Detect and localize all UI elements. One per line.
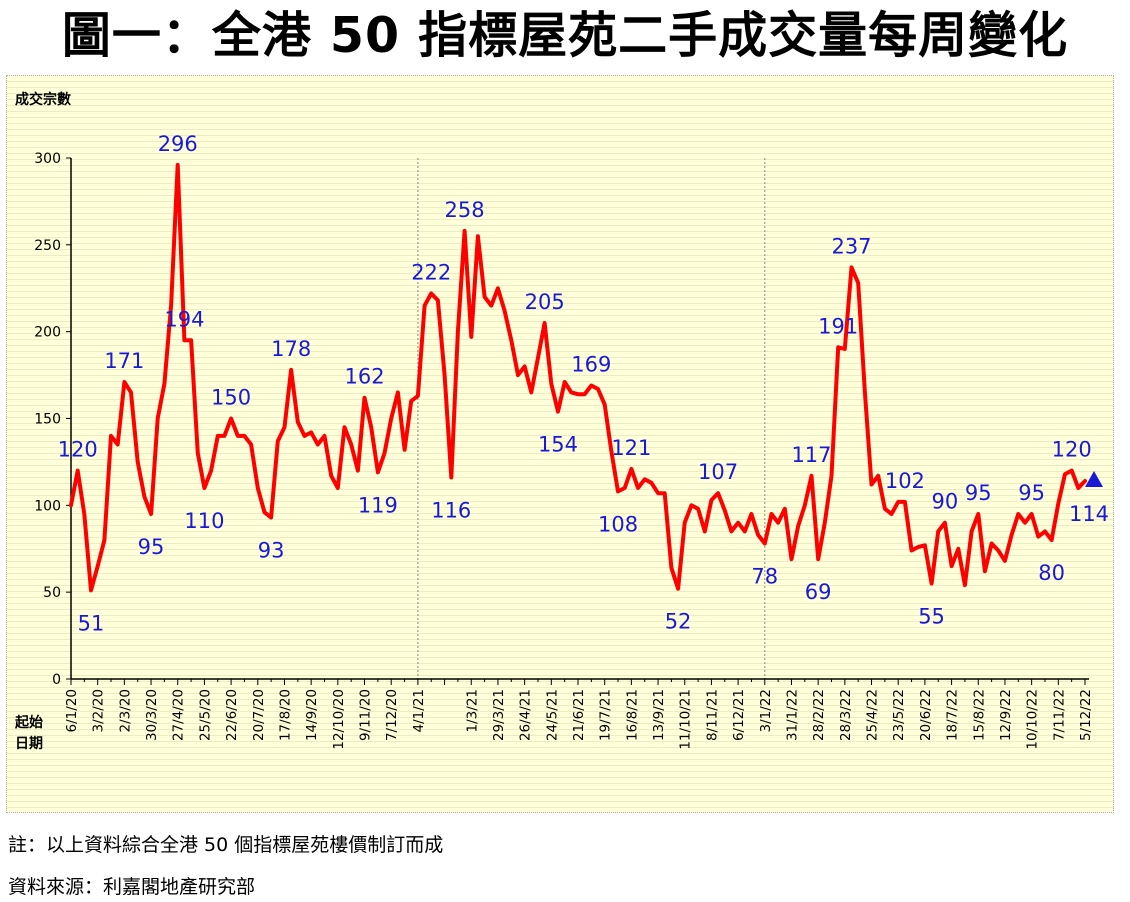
data-label-27: 102 [885, 469, 925, 493]
x-tick-label-25: 3/1/22 [758, 689, 774, 732]
x-tick-label-24: 6/12/21 [731, 689, 747, 741]
data-label-9: 178 [271, 337, 311, 361]
data-label-34: 114 [1069, 502, 1109, 526]
data-label-17: 169 [571, 353, 611, 377]
chart-grid-layer [417, 158, 766, 679]
data-label-14: 258 [445, 198, 485, 222]
data-label-18: 108 [598, 512, 638, 536]
y-tick-label-300: 300 [34, 151, 61, 167]
x-tick-label-16: 26/4/21 [518, 689, 534, 741]
chart-labels-layer: 120 51 171 95 296 194 110 150 93 178 162 119 222 116 2… [58, 132, 1109, 635]
data-label-12: 222 [411, 260, 451, 284]
data-label-0: 120 [58, 438, 98, 462]
data-label-31: 95 [1018, 481, 1045, 505]
data-label-33: 120 [1052, 438, 1092, 462]
footnote-method: 註：以上資料綜合全港 50 個指標屋苑樓價制訂而成 [8, 834, 444, 856]
data-label-26: 237 [831, 234, 871, 258]
x-tick-label-14: 1/3/21 [464, 689, 480, 732]
x-tick-label-11: 9/11/20 [358, 689, 374, 741]
y-tick-label-200: 200 [34, 325, 61, 341]
x-axis-title-line1: 起始 [14, 714, 43, 731]
x-tick-label-9: 14/9/20 [304, 689, 320, 741]
line-chart: 成交宗數 起始 日期 0 50 100 150 200 250 300 6/1/20 3/2/2… [14, 91, 1109, 752]
x-tick-label-4: 27/4/20 [171, 689, 187, 741]
x-tick-label-30: 23/5/22 [891, 689, 907, 741]
chart-axes-layer: 0 50 100 150 200 250 300 6/1/20 3/2/20 2/3/20 30/3… [34, 151, 1094, 750]
data-label-30: 95 [965, 481, 992, 505]
data-label-20: 52 [665, 610, 692, 634]
data-label-29: 90 [932, 490, 959, 514]
y-tick-label-0: 0 [52, 672, 61, 688]
x-tick-label-22: 11/10/21 [678, 689, 694, 750]
data-label-2: 171 [104, 349, 144, 373]
y-tick-label-150: 150 [34, 412, 61, 428]
data-label-32: 80 [1038, 561, 1065, 585]
data-label-11: 119 [358, 493, 398, 517]
x-tick-label-15: 29/3/21 [491, 689, 507, 741]
x-tick-label-7: 20/7/20 [251, 689, 267, 741]
x-tick-label-34: 12/9/22 [998, 689, 1014, 741]
x-tick-label-2: 2/3/20 [117, 689, 133, 732]
x-tick-label-21: 13/9/21 [651, 689, 667, 741]
page-title: 圖一：全港 50 指標屋苑二手成交量每周變化 [61, 7, 1069, 64]
chart-series-layer [69, 162, 1103, 593]
x-tick-label-32: 18/7/22 [945, 689, 961, 741]
x-tick-label-12: 7/12/20 [384, 689, 400, 741]
footnote-source: 資料來源：利嘉閣地產研究部 [8, 876, 256, 898]
data-label-4: 296 [158, 132, 198, 156]
data-label-10: 162 [344, 365, 384, 389]
series-line [69, 162, 1087, 593]
x-tick-label-27: 28/2/22 [811, 689, 827, 741]
x-tick-label-31: 20/6/22 [918, 689, 934, 741]
x-tick-label-37: 5/12/22 [1078, 689, 1094, 741]
y-tick-label-250: 250 [34, 238, 61, 254]
x-axis-title-line2: 日期 [15, 736, 43, 752]
data-label-5: 194 [164, 307, 204, 331]
y-tick-label-100: 100 [34, 498, 61, 514]
data-label-28: 55 [918, 604, 945, 628]
x-tick-label-8: 17/8/20 [277, 689, 293, 741]
data-label-25: 69 [805, 580, 832, 604]
x-tick-label-35: 10/10/22 [1025, 689, 1041, 750]
x-tick-label-5: 25/5/20 [197, 689, 213, 741]
x-tick-label-26: 31/1/22 [784, 689, 800, 741]
data-label-3: 95 [138, 535, 165, 559]
data-label-24: 191 [818, 314, 858, 338]
data-label-6: 110 [184, 509, 224, 533]
x-tick-label-36: 7/11/22 [1051, 689, 1067, 741]
data-label-13: 116 [431, 499, 471, 523]
data-label-21: 107 [698, 460, 738, 484]
x-tick-label-3: 30/3/20 [144, 689, 160, 741]
x-tick-label-28: 28/3/22 [838, 689, 854, 741]
data-label-22: 78 [751, 565, 778, 589]
x-tick-label-1: 3/2/20 [91, 689, 107, 732]
x-tick-label-6: 22/6/20 [224, 689, 240, 741]
y-tick-label-50: 50 [43, 585, 61, 601]
x-tick-label-13: 4/1/21 [411, 689, 427, 732]
x-tick-label-19: 19/7/21 [598, 689, 614, 741]
data-label-19: 121 [611, 436, 651, 460]
y-axis-title: 成交宗數 [15, 91, 71, 108]
data-label-8: 93 [258, 538, 285, 562]
data-label-15: 205 [525, 290, 565, 314]
x-tick-label-18: 21/6/21 [571, 689, 587, 741]
data-label-23: 117 [791, 443, 831, 467]
data-label-7: 150 [211, 386, 251, 410]
x-tick-label-17: 24/5/21 [544, 689, 560, 741]
latest-point-marker [1085, 471, 1103, 488]
x-tick-label-33: 15/8/22 [971, 689, 987, 741]
x-tick-label-20: 16/8/21 [624, 689, 640, 741]
x-tick-label-10: 12/10/20 [331, 689, 347, 750]
data-label-16: 154 [538, 433, 578, 457]
x-tick-label-23: 8/11/21 [704, 689, 720, 741]
chart-panel: 成交宗數 起始 日期 0 50 100 150 200 250 300 6/1/20 3/2/2… [6, 75, 1114, 813]
x-tick-label-0: 6/1/20 [64, 689, 80, 732]
data-label-1: 51 [78, 611, 105, 635]
x-tick-label-29: 25/4/22 [865, 689, 881, 741]
